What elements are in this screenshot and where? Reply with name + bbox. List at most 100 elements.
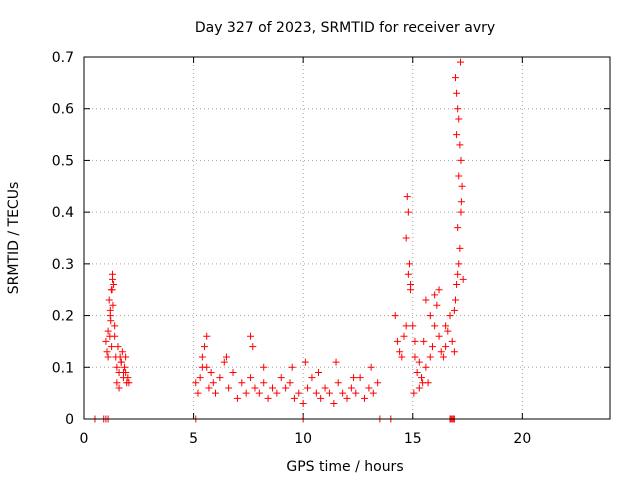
data-point bbox=[411, 353, 419, 361]
data-point bbox=[448, 337, 456, 345]
grid-lines bbox=[84, 57, 610, 419]
data-point bbox=[282, 384, 290, 392]
data-point bbox=[422, 363, 430, 371]
y-tick-label: 0.7 bbox=[52, 50, 74, 66]
data-point bbox=[431, 291, 439, 299]
data-point bbox=[365, 384, 373, 392]
y-tick-label: 0 bbox=[65, 412, 74, 428]
data-point bbox=[393, 337, 401, 345]
data-point bbox=[110, 281, 118, 289]
data-point bbox=[433, 301, 441, 309]
x-tick-label: 0 bbox=[80, 431, 89, 447]
data-point bbox=[369, 389, 377, 397]
y-tick-label: 0.3 bbox=[52, 257, 74, 273]
data-point bbox=[105, 296, 113, 304]
data-point bbox=[442, 322, 450, 330]
data-point bbox=[198, 353, 206, 361]
data-point bbox=[391, 312, 399, 320]
data-point bbox=[308, 374, 316, 382]
data-point bbox=[121, 363, 129, 371]
data-point bbox=[422, 296, 430, 304]
data-point bbox=[454, 224, 462, 232]
data-point bbox=[315, 368, 323, 376]
data-point bbox=[108, 343, 116, 351]
data-point bbox=[108, 286, 116, 294]
data-point bbox=[453, 131, 461, 139]
data-point bbox=[451, 296, 459, 304]
data-point bbox=[301, 358, 309, 366]
data-point bbox=[216, 374, 224, 382]
data-point bbox=[402, 234, 410, 242]
data-point bbox=[444, 327, 452, 335]
data-point bbox=[312, 389, 320, 397]
data-point bbox=[410, 389, 418, 397]
x-tick-label: 10 bbox=[294, 431, 312, 447]
data-point bbox=[400, 332, 408, 340]
data-point bbox=[111, 332, 119, 340]
data-point bbox=[453, 89, 461, 97]
data-point bbox=[451, 74, 459, 82]
data-point bbox=[459, 275, 467, 283]
data-point bbox=[295, 389, 303, 397]
data-point bbox=[402, 322, 410, 330]
x-axis-title: GPS time / hours bbox=[286, 459, 403, 475]
data-point bbox=[457, 208, 465, 216]
data-point bbox=[299, 399, 307, 407]
y-tick-label: 0.2 bbox=[52, 309, 74, 325]
data-point bbox=[247, 374, 255, 382]
data-point bbox=[104, 327, 112, 335]
data-point bbox=[209, 379, 217, 387]
data-point bbox=[350, 374, 358, 382]
data-point bbox=[339, 389, 347, 397]
data-point bbox=[411, 337, 419, 345]
y-tick-label: 0.6 bbox=[52, 102, 74, 118]
data-point bbox=[347, 384, 355, 392]
data-point bbox=[428, 343, 436, 351]
data-point bbox=[124, 374, 132, 382]
y-tick-label: 0.1 bbox=[52, 360, 74, 376]
data-point bbox=[334, 379, 342, 387]
data-point bbox=[229, 368, 237, 376]
data-point bbox=[113, 363, 121, 371]
data-point bbox=[117, 358, 125, 366]
y-axis-title: SRMTID / TECUs bbox=[6, 182, 22, 295]
data-point bbox=[442, 343, 450, 351]
data-point bbox=[330, 399, 338, 407]
data-point bbox=[114, 343, 122, 351]
x-tick-label: 20 bbox=[513, 431, 531, 447]
data-point bbox=[418, 374, 426, 382]
data-point bbox=[122, 353, 130, 361]
data-point bbox=[118, 348, 126, 356]
data-point bbox=[290, 394, 298, 402]
y-tick-label: 0.4 bbox=[52, 205, 74, 221]
data-point bbox=[212, 389, 219, 397]
data-point bbox=[109, 301, 117, 309]
data-point bbox=[431, 322, 439, 330]
data-point bbox=[456, 141, 464, 149]
data-point bbox=[321, 384, 329, 392]
data-point bbox=[454, 105, 462, 113]
data-point bbox=[205, 384, 213, 392]
data-point bbox=[238, 379, 246, 387]
data-point bbox=[119, 368, 127, 376]
data-point bbox=[106, 312, 114, 320]
data-point bbox=[332, 358, 340, 366]
data-point bbox=[409, 322, 417, 330]
data-point bbox=[286, 379, 294, 387]
data-point bbox=[404, 208, 412, 216]
data-point bbox=[413, 368, 421, 376]
data-point bbox=[273, 389, 281, 397]
x-tick-label: 5 bbox=[189, 431, 198, 447]
data-point bbox=[115, 384, 123, 392]
x-tick-label: 15 bbox=[404, 431, 422, 447]
data-point bbox=[356, 374, 364, 382]
chart-title: Day 327 of 2023, SRMTID for receiver avr… bbox=[195, 20, 495, 36]
data-point bbox=[415, 384, 423, 392]
data-point bbox=[361, 394, 369, 402]
data-point bbox=[288, 363, 296, 371]
data-point bbox=[220, 358, 228, 366]
plot-frame bbox=[83, 56, 611, 420]
data-point bbox=[439, 353, 447, 361]
data-point bbox=[398, 353, 406, 361]
